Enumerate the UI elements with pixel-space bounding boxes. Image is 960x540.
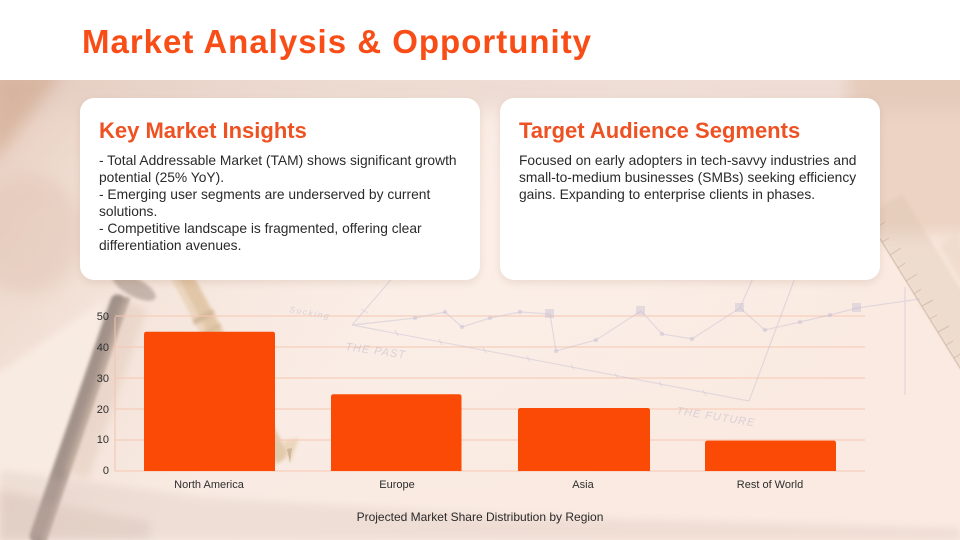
- svg-text:North America: North America: [174, 479, 245, 491]
- svg-text:10: 10: [97, 434, 109, 446]
- svg-text:Asia: Asia: [572, 479, 594, 491]
- svg-text:30: 30: [97, 373, 109, 385]
- svg-text:40: 40: [97, 342, 109, 354]
- svg-text:20: 20: [97, 404, 109, 416]
- svg-text:50: 50: [97, 311, 109, 323]
- svg-text:Europe: Europe: [379, 479, 414, 491]
- svg-text:Projected Market Share Distrib: Projected Market Share Distribution by R…: [357, 510, 604, 524]
- svg-text:0: 0: [103, 465, 109, 477]
- svg-text:Rest of World: Rest of World: [737, 479, 803, 491]
